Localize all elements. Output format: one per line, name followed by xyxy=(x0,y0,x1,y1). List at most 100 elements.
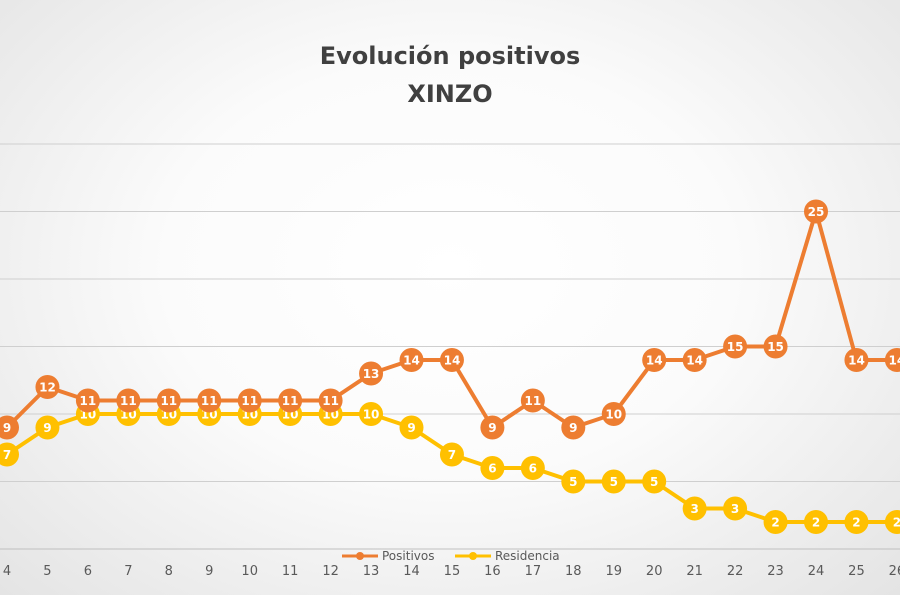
data-label: 11 xyxy=(282,394,299,408)
x-tick-label: 13 xyxy=(363,564,380,579)
data-label: 7 xyxy=(3,448,11,462)
data-label: 14 xyxy=(403,354,420,368)
data-point xyxy=(359,361,384,386)
data-label: 3 xyxy=(690,502,698,516)
x-tick-label: 19 xyxy=(605,564,622,579)
data-point xyxy=(359,402,384,426)
data-point xyxy=(844,348,869,372)
data-label: 7 xyxy=(448,448,456,462)
legend-label: Residencia xyxy=(495,549,560,563)
data-point xyxy=(884,510,900,534)
data-label: 14 xyxy=(444,354,461,368)
legend-swatch-marker xyxy=(469,552,477,560)
data-label: 10 xyxy=(363,408,380,422)
data-label: 9 xyxy=(43,421,51,435)
x-tick-label: 15 xyxy=(444,564,461,579)
x-tick-label: 17 xyxy=(525,564,542,579)
data-label: 13 xyxy=(363,367,380,381)
x-tick-label: 10 xyxy=(241,564,258,579)
data-label: 6 xyxy=(488,462,496,476)
x-tick-label: 23 xyxy=(767,564,784,579)
data-point xyxy=(561,415,586,440)
data-label: 2 xyxy=(893,516,900,530)
data-label: 9 xyxy=(3,421,11,435)
data-point xyxy=(318,388,343,413)
data-point xyxy=(399,348,424,372)
x-tick-label: 21 xyxy=(686,564,703,579)
data-point xyxy=(520,456,545,480)
data-point xyxy=(480,456,505,480)
data-point xyxy=(156,388,181,413)
data-point xyxy=(35,415,60,440)
data-point xyxy=(682,496,707,521)
data-point xyxy=(601,402,626,426)
data-label: 9 xyxy=(488,421,496,435)
legend: Positivos Residencia xyxy=(342,549,560,563)
data-label: 14 xyxy=(889,354,900,368)
data-point xyxy=(439,348,464,372)
data-label: 5 xyxy=(569,475,577,489)
data-point xyxy=(561,469,586,494)
data-label: 3 xyxy=(731,502,739,516)
data-label: 14 xyxy=(646,354,663,368)
data-point xyxy=(884,348,900,372)
data-label: 2 xyxy=(852,516,860,530)
data-point xyxy=(682,348,707,372)
chart-title: Evolución positivos xyxy=(319,42,581,70)
data-point xyxy=(763,510,788,534)
data-label: 6 xyxy=(529,462,537,476)
data-label: 15 xyxy=(727,340,744,354)
data-label: 12 xyxy=(39,381,56,395)
data-point xyxy=(480,415,505,440)
x-tick-label: 9 xyxy=(205,564,213,579)
legend-label: Positivos xyxy=(382,549,434,563)
data-point xyxy=(439,442,464,467)
data-point xyxy=(642,348,667,372)
data-point xyxy=(642,469,667,494)
data-label: 10 xyxy=(605,408,622,422)
data-point xyxy=(723,496,748,521)
x-tick-label: 6 xyxy=(84,564,92,579)
data-label: 5 xyxy=(650,475,658,489)
data-point xyxy=(844,510,869,534)
data-label: 14 xyxy=(848,354,865,368)
x-tick-label: 16 xyxy=(484,564,501,579)
x-tick-label: 20 xyxy=(646,564,663,579)
data-point xyxy=(520,388,545,413)
data-label: 11 xyxy=(160,394,177,408)
x-tick-label: 25 xyxy=(848,564,865,579)
data-point xyxy=(237,388,262,413)
data-label: 11 xyxy=(322,394,339,408)
x-tick-label: 14 xyxy=(403,564,420,579)
data-point xyxy=(197,388,222,413)
data-point xyxy=(0,415,19,440)
data-label: 11 xyxy=(241,394,258,408)
data-label: 25 xyxy=(808,205,825,219)
data-label: 11 xyxy=(120,394,137,408)
x-tick-label: 7 xyxy=(124,564,132,579)
series-line xyxy=(5,209,897,430)
x-tick-label: 26 xyxy=(889,564,900,579)
x-tick-label: 24 xyxy=(808,564,825,579)
data-point xyxy=(399,415,424,440)
x-tick-label: 5 xyxy=(43,564,51,579)
data-label: 9 xyxy=(407,421,415,435)
data-label: 2 xyxy=(812,516,820,530)
data-label: 5 xyxy=(610,475,618,489)
data-point xyxy=(601,469,626,494)
x-tick-label: 12 xyxy=(322,564,339,579)
data-point xyxy=(804,510,828,534)
data-label: 11 xyxy=(201,394,218,408)
chart-subtitle: XINZO xyxy=(407,80,493,108)
data-point xyxy=(278,388,303,413)
series-line xyxy=(5,412,897,524)
x-tick-label: 22 xyxy=(727,564,744,579)
x-tick-label: 18 xyxy=(565,564,582,579)
data-point xyxy=(75,388,100,413)
data-label: 14 xyxy=(686,354,703,368)
data-point xyxy=(804,199,828,224)
legend-swatch-marker xyxy=(356,552,364,560)
data-label: 15 xyxy=(767,340,784,354)
